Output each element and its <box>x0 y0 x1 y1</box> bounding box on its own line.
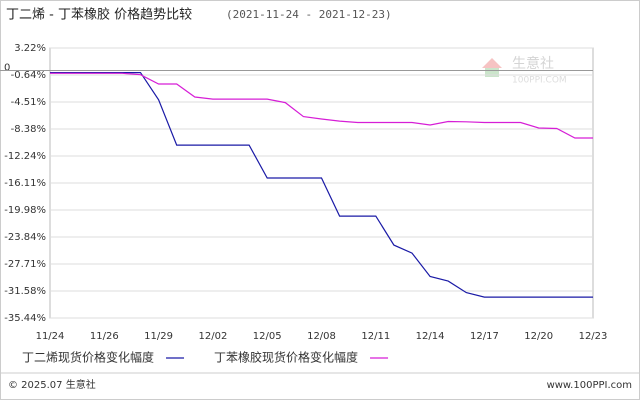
y-tick-label: -0.64% <box>11 70 46 81</box>
x-tick-label: 11/26 <box>90 331 119 342</box>
y-tick-label: -35.44% <box>4 313 46 324</box>
y-tick-label: -4.51% <box>11 97 46 108</box>
watermark-url: 100PPI.COM <box>512 76 567 86</box>
chart-subtitle: (2021-11-24 - 2021-12-23) <box>226 8 392 21</box>
x-tick-label: 12/11 <box>361 331 390 342</box>
y-tick-label: -19.98% <box>4 205 46 216</box>
chart-title: 丁二烯 - 丁苯橡胶 价格趋势比较 <box>6 7 192 23</box>
x-tick-label: 12/02 <box>198 331 227 342</box>
y-tick-label: 0 <box>4 62 10 73</box>
series-line <box>50 72 593 139</box>
series-line <box>50 72 593 298</box>
y-tick-label: -27.71% <box>4 259 46 270</box>
x-tick-label: 12/14 <box>416 331 445 342</box>
y-tick-label: -23.84% <box>4 232 46 243</box>
x-tick-label: 12/20 <box>524 331 553 342</box>
x-tick-label: 12/17 <box>470 331 499 342</box>
legend-label: 丁苯橡胶现货价格变化幅度 <box>214 350 358 365</box>
watermark-logo-base <box>485 68 499 77</box>
y-tick-label: -8.38% <box>11 124 46 135</box>
x-tick-label: 12/08 <box>307 331 336 342</box>
footer-url: www.100PPI.com <box>547 380 632 391</box>
x-tick-label: 11/29 <box>144 331 173 342</box>
y-tick-label: 3.22% <box>14 43 46 54</box>
watermark: 生意社 100PPI.COM <box>482 55 567 86</box>
x-tick-label: 11/24 <box>36 331 65 342</box>
watermark-name: 生意社 <box>512 55 554 72</box>
y-tick-label: -16.11% <box>4 178 46 189</box>
y-tick-label: -12.24% <box>4 151 46 162</box>
watermark-logo <box>482 58 502 68</box>
x-tick-label: 12/23 <box>579 331 608 342</box>
footer-copyright: © 2025.07 生意社 <box>8 378 96 391</box>
x-tick-label: 12/05 <box>253 331 282 342</box>
legend-label: 丁二烯现货价格变化幅度 <box>22 350 154 365</box>
y-tick-label: -31.58% <box>4 286 46 297</box>
